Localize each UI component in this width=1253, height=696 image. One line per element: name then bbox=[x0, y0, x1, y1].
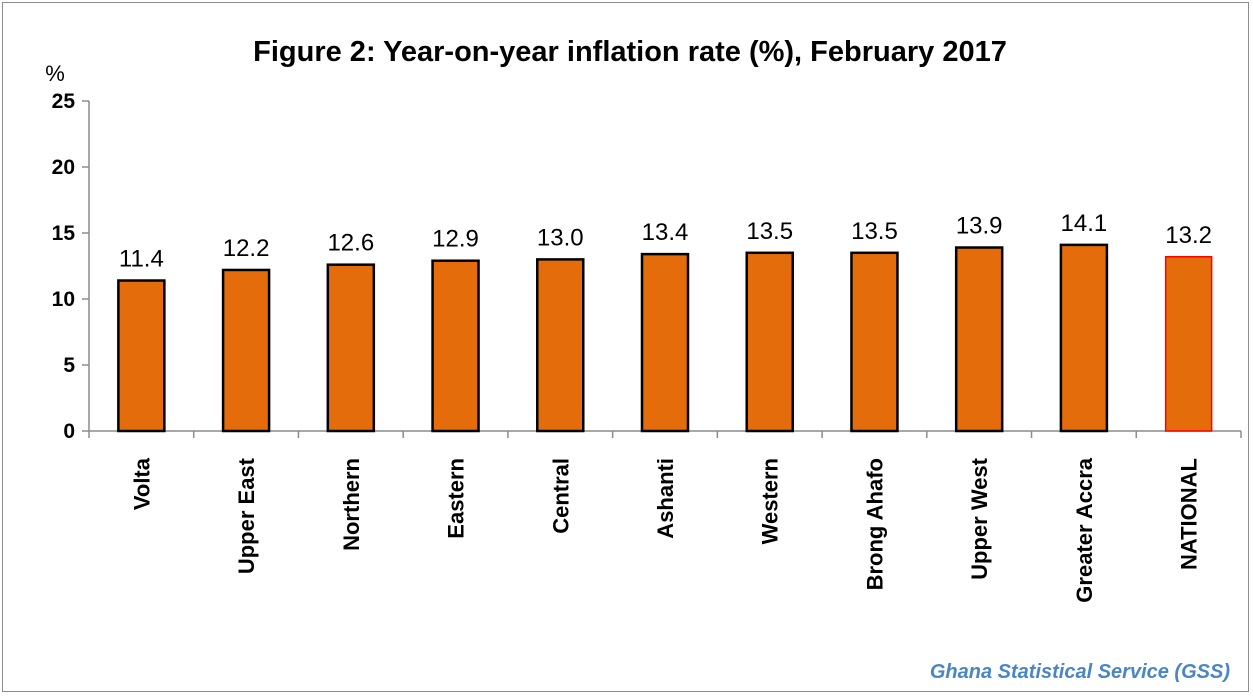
y-tick-label: 25 bbox=[52, 90, 76, 113]
y-axis-unit: % bbox=[45, 61, 65, 86]
chart-title: Figure 2: Year-on-year inflation rate (%… bbox=[253, 36, 1007, 68]
x-tick-label: Ashanti bbox=[653, 458, 678, 539]
data-labels: 11.4 12.2 12.6 12.9 13.0 13.4 13.5 13.5 13.9 14.1… bbox=[119, 210, 1212, 273]
data-label: 11.4 bbox=[119, 246, 164, 273]
bar-ashanti bbox=[640, 252, 690, 433]
data-label: 12.9 bbox=[432, 226, 479, 253]
x-tick-label: Volta bbox=[129, 457, 154, 510]
bar-upper-west bbox=[954, 246, 1004, 433]
y-tick-label: 10 bbox=[52, 288, 75, 311]
data-label: 13.5 bbox=[746, 218, 793, 245]
bar-greater-accra bbox=[1059, 243, 1109, 433]
x-tick-label: Brong Ahafo bbox=[862, 458, 887, 590]
x-tick-label: Upper East bbox=[234, 457, 259, 574]
x-tick-label: Northern bbox=[339, 458, 364, 551]
bar-eastern bbox=[431, 259, 480, 433]
x-tick-label: Greater Accra bbox=[1072, 457, 1097, 602]
bar-upper-east bbox=[221, 268, 271, 433]
data-label: 13.4 bbox=[642, 219, 689, 246]
y-tick-label: 20 bbox=[52, 156, 75, 179]
bar-central bbox=[536, 258, 585, 433]
data-label: 13.2 bbox=[1165, 222, 1212, 249]
data-label: 14.1 bbox=[1061, 210, 1108, 237]
data-label: 12.2 bbox=[223, 235, 270, 262]
x-tick-label: Western bbox=[758, 458, 783, 544]
data-label: 13.5 bbox=[851, 218, 898, 245]
data-label: 12.6 bbox=[327, 230, 374, 257]
x-tick-label: NATIONAL bbox=[1177, 458, 1202, 570]
x-tick-label: Central bbox=[548, 458, 573, 534]
y-tick-label: 5 bbox=[63, 354, 75, 377]
bar-western bbox=[745, 251, 794, 433]
y-axis: 0 5 10 15 20 25 bbox=[52, 90, 90, 443]
y-tick-label: 15 bbox=[52, 222, 76, 245]
bar-national bbox=[1164, 256, 1213, 432]
x-tick-labels: Volta Upper East Northern Eastern Central Ash… bbox=[129, 457, 1201, 602]
x-tick-label: Upper West bbox=[967, 457, 992, 580]
data-label: 13.9 bbox=[956, 213, 1003, 240]
source-note: Ghana Statistical Service (GSS) bbox=[930, 661, 1230, 683]
bars bbox=[117, 243, 1213, 433]
y-tick-label: 0 bbox=[63, 420, 75, 443]
data-label: 13.0 bbox=[537, 224, 584, 251]
x-tick-label: Eastern bbox=[444, 458, 469, 539]
bar-brong-ahafo bbox=[850, 251, 899, 433]
bar-chart: Figure 2: Year-on-year inflation rate (%… bbox=[45, 36, 1242, 683]
bar-northern bbox=[326, 263, 376, 433]
bar-volta bbox=[117, 279, 166, 433]
